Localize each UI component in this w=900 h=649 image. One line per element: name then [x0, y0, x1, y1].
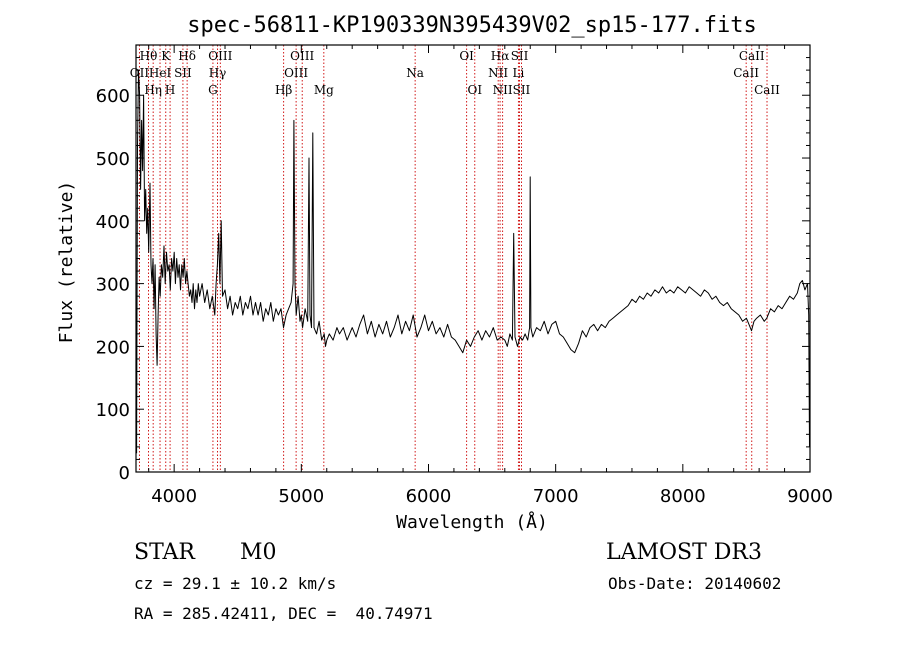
line-label: K	[161, 49, 171, 63]
line-label: CaII	[733, 66, 759, 80]
coordinates: RA = 285.42411, DEC = 40.74971	[134, 604, 433, 623]
line-label: OI	[459, 49, 474, 63]
line-label: Hη	[144, 83, 162, 97]
line-label: OIII	[284, 66, 308, 80]
x-axis-label: Wavelength (Å)	[396, 511, 548, 533]
x-tick-label: 8000	[660, 486, 706, 507]
line-label: SII	[513, 83, 531, 97]
line-label: Mg	[314, 83, 334, 97]
line-label: G	[208, 83, 218, 97]
line-markers	[138, 45, 768, 472]
line-label: Hδ	[178, 49, 196, 63]
line-label: NII	[493, 83, 513, 97]
y-tick-label: 400	[96, 212, 130, 233]
line-label: OIII	[290, 49, 314, 63]
x-tick-label: 5000	[278, 486, 324, 507]
line-label: Hα	[491, 49, 510, 63]
x-tick-label: 9000	[787, 486, 833, 507]
redshift-cz: cz = 29.1 ± 10.2 km/s	[134, 574, 337, 593]
spectrum-line	[136, 69, 810, 454]
line-label: Li	[512, 66, 524, 80]
line-label: SII	[174, 66, 192, 80]
y-tick-label: 200	[96, 337, 130, 358]
line-label: OIII	[208, 49, 232, 63]
line-label: CaII	[739, 49, 765, 63]
y-tick-label: 300	[96, 275, 130, 296]
subclass: M0	[240, 540, 277, 565]
y-tick-label: 0	[119, 463, 130, 484]
observation-date: Obs-Date: 20140602	[608, 574, 782, 593]
survey-name: LAMOST DR3	[606, 540, 762, 565]
line-label: H	[165, 83, 175, 97]
line-label: NII	[488, 66, 508, 80]
line-label: SII	[511, 49, 529, 63]
line-label: HeI	[149, 66, 172, 80]
x-axis-ticks: 4000 5000 6000 7000 8000 9000	[148, 45, 833, 507]
line-label: Hγ	[209, 66, 227, 80]
line-label: Hβ	[275, 83, 292, 97]
y-tick-label: 500	[96, 149, 130, 170]
spectrum-series	[136, 69, 810, 454]
y-axis-label: Flux (relative)	[56, 181, 77, 344]
x-tick-label: 7000	[533, 486, 579, 507]
line-label: Na	[406, 66, 424, 80]
object-type: STAR	[134, 540, 195, 565]
line-label: OI	[467, 83, 482, 97]
x-tick-label: 4000	[151, 486, 197, 507]
chart-title: spec-56811-KP190339N395439V02_sp15-177.f…	[187, 13, 757, 38]
plot-frame	[135, 44, 811, 473]
line-labels: OII Hθ Hη HeI K H SII Hδ G Hγ OIII Hβ OIII OIII Mg Na OI…	[130, 49, 780, 97]
line-label: Hθ	[140, 49, 158, 63]
line-label: OII	[130, 66, 150, 80]
y-tick-label: 100	[96, 400, 130, 421]
line-label: CaII	[754, 83, 780, 97]
y-axis-ticks: 0 100 200 300 400 500 600	[96, 57, 810, 484]
x-tick-label: 6000	[406, 486, 452, 507]
y-tick-label: 600	[96, 86, 130, 107]
